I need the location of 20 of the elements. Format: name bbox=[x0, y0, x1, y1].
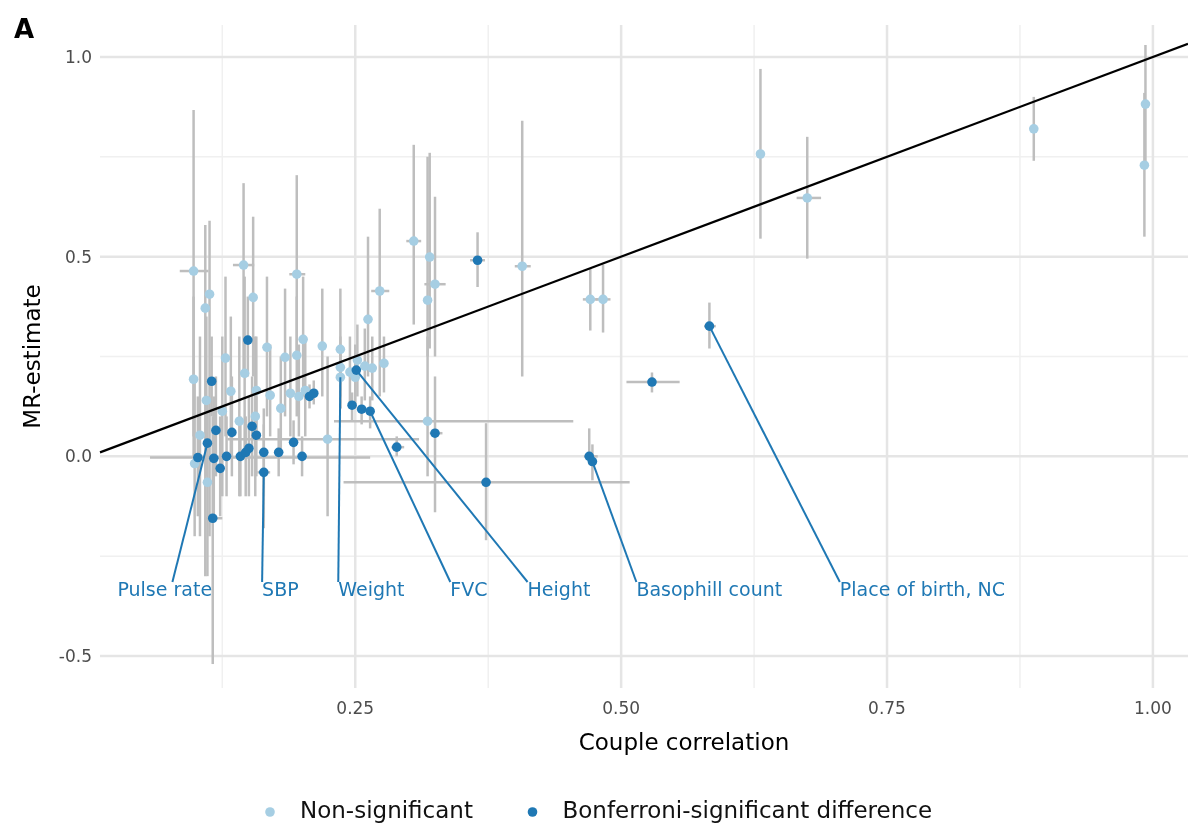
annotation: Pulse rate bbox=[117, 578, 213, 600]
annotation: Height bbox=[527, 578, 591, 600]
y-axis-title: MR-estimate bbox=[19, 284, 45, 429]
legend-label: Bonferroni-significant difference bbox=[562, 797, 933, 823]
annotation: FVC bbox=[450, 578, 488, 600]
annotation: SBP bbox=[262, 578, 299, 600]
x-tick-label: 1.00 bbox=[1133, 698, 1172, 718]
legend-label: Non-significant bbox=[300, 797, 473, 823]
annotation: Weight bbox=[338, 578, 405, 600]
y-tick-label: 0.0 bbox=[64, 446, 92, 467]
x-tick-label: 0.50 bbox=[602, 698, 641, 718]
y-tick-label: -0.5 bbox=[58, 646, 92, 667]
annotation: Place of birth, NC bbox=[839, 578, 1005, 600]
x-tick-label: 0.75 bbox=[868, 698, 906, 718]
y-tick-label: 0.5 bbox=[64, 246, 92, 267]
chart-title: A bbox=[14, 14, 35, 44]
annotation: Basophill count bbox=[636, 578, 783, 600]
y-tick-label: 1.0 bbox=[64, 46, 92, 67]
x-axis-title: Couple correlation bbox=[578, 729, 790, 755]
x-tick-label: 0.25 bbox=[336, 698, 375, 718]
